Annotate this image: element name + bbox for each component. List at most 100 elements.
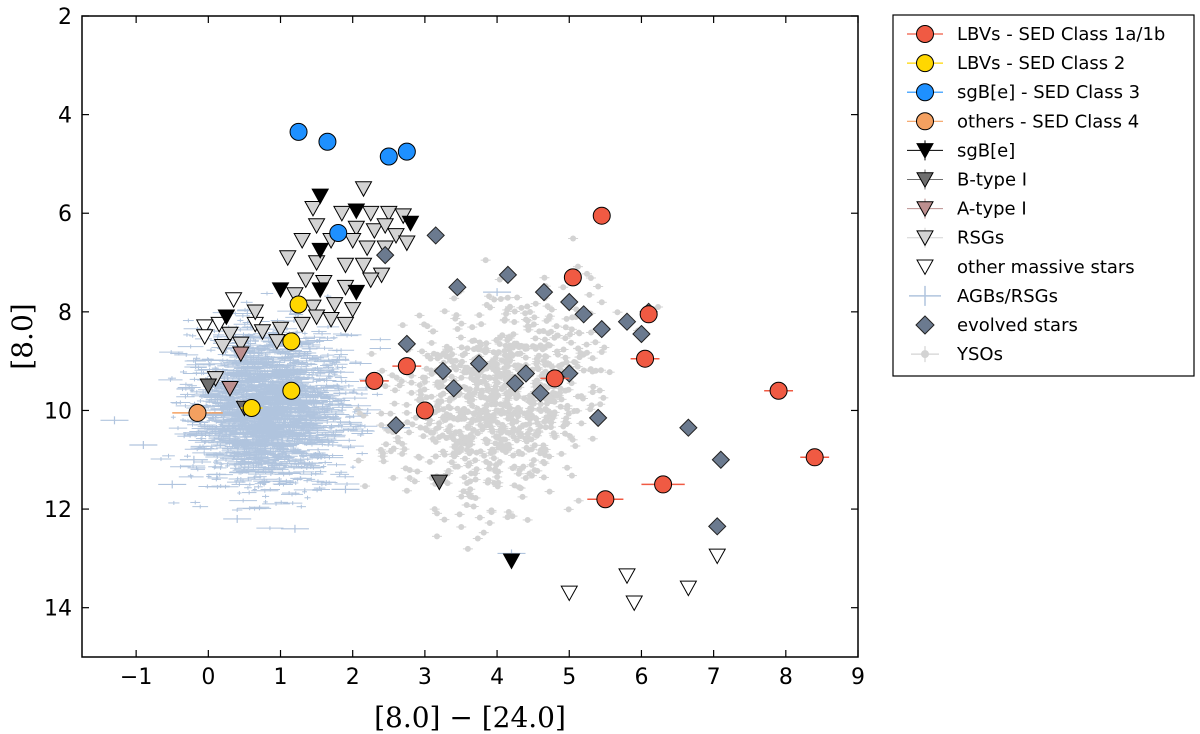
yso-point	[448, 459, 455, 466]
yso-point	[458, 523, 465, 530]
yso-point	[437, 382, 444, 389]
yso-point	[368, 350, 375, 357]
yso-point	[614, 309, 621, 316]
yso-point	[509, 417, 516, 424]
yso-point	[558, 450, 565, 457]
yso-point	[544, 400, 551, 407]
yso-point	[428, 393, 435, 400]
yso-point	[430, 429, 437, 436]
yso-point	[440, 350, 447, 357]
yso-point	[458, 374, 465, 381]
yso-point	[462, 384, 469, 391]
yso-point	[449, 351, 456, 358]
yso-point	[486, 293, 493, 300]
yso-point	[452, 429, 459, 436]
yso-point	[587, 274, 594, 281]
yso-point	[497, 295, 504, 302]
yso-point	[433, 403, 440, 410]
yso-point	[389, 372, 396, 379]
yso-point	[504, 395, 511, 402]
yso-point	[513, 437, 520, 444]
yso-point	[441, 308, 448, 315]
yso-point	[568, 326, 575, 333]
yso-point	[565, 506, 572, 513]
yso-point	[360, 412, 367, 419]
yso-point	[459, 352, 466, 359]
yso-point	[541, 274, 548, 281]
yso-point	[524, 303, 531, 310]
yso-point	[576, 354, 583, 361]
yso-point	[548, 328, 555, 335]
yso-point	[494, 473, 501, 480]
yso-point	[561, 430, 568, 437]
yso-point	[546, 342, 553, 349]
yso-point	[508, 411, 515, 418]
yso-point	[491, 296, 498, 303]
yso-point	[472, 476, 479, 483]
yso-point	[514, 294, 521, 301]
yso-point	[520, 463, 527, 470]
yso-point	[511, 308, 518, 315]
yso-point	[589, 368, 596, 375]
yso-point	[431, 506, 438, 513]
yso-point	[378, 422, 385, 429]
yso-point	[563, 315, 570, 322]
yso-point	[403, 487, 410, 494]
yso-point	[575, 497, 582, 504]
yso-point	[458, 493, 465, 500]
yso-point	[550, 412, 557, 419]
yso-point	[528, 405, 535, 412]
yso-point	[464, 545, 471, 552]
yso-point	[390, 474, 397, 481]
yso-point	[478, 321, 485, 328]
yso-point	[462, 455, 469, 462]
yso-point	[465, 423, 472, 430]
yso-point	[393, 374, 400, 381]
yso-point	[447, 346, 454, 353]
yso-point	[532, 415, 539, 422]
yso-point	[473, 385, 480, 392]
yso-point	[562, 387, 569, 394]
yso-point	[463, 393, 470, 400]
yso-point	[526, 420, 533, 427]
yso-point	[557, 403, 564, 410]
yso-point	[571, 408, 578, 415]
yso-point	[417, 388, 424, 395]
yso-point	[438, 398, 445, 405]
yso-point	[569, 314, 576, 321]
yso-point	[472, 470, 479, 477]
yso-point	[507, 303, 514, 310]
yso-point	[377, 446, 384, 453]
yso-point	[482, 257, 489, 264]
yso-point	[528, 436, 535, 443]
yso-point	[456, 511, 463, 518]
yso-point	[439, 432, 446, 439]
yso-point	[491, 480, 498, 487]
yso-point	[583, 270, 590, 277]
yso-point	[592, 339, 599, 346]
yso-point	[470, 427, 477, 434]
yso-point	[476, 312, 483, 319]
yso-point	[408, 379, 415, 386]
yso-point	[490, 414, 497, 421]
yso-point	[562, 324, 569, 331]
yso-point	[505, 509, 512, 516]
yso-point	[551, 432, 558, 439]
yso-point	[532, 344, 539, 351]
yso-point	[505, 369, 512, 376]
yso-point	[462, 364, 469, 371]
yso-point	[408, 389, 415, 396]
yso-point	[398, 378, 405, 385]
yso-point	[409, 421, 416, 428]
yso-point	[532, 335, 539, 342]
yso-point	[471, 410, 478, 417]
yso-point	[437, 392, 444, 399]
yso-point	[428, 370, 435, 377]
yso-point	[440, 448, 447, 455]
yso-point	[457, 432, 464, 439]
yso-point	[526, 392, 533, 399]
yso-point	[488, 509, 495, 516]
yso-point	[432, 453, 439, 460]
yso-point	[543, 417, 550, 424]
yso-point	[498, 426, 505, 433]
